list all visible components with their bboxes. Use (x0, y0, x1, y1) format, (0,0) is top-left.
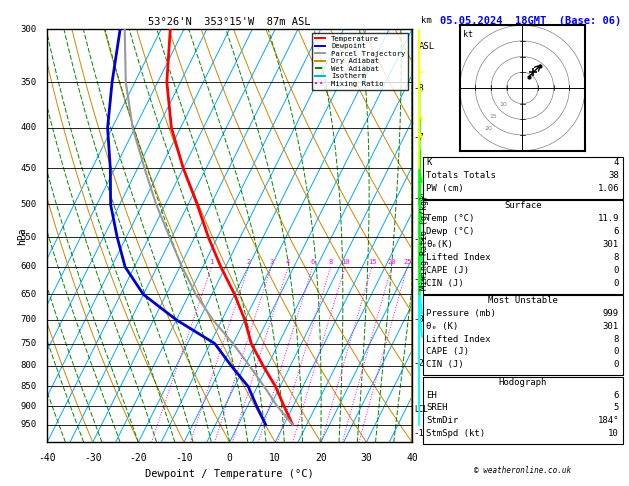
Text: 650: 650 (20, 290, 36, 299)
Text: -2: -2 (414, 359, 425, 368)
Text: 301: 301 (603, 322, 619, 331)
Text: Pressure (mb): Pressure (mb) (426, 309, 496, 318)
Text: -3: -3 (414, 315, 425, 324)
Text: θₑ (K): θₑ (K) (426, 322, 459, 331)
Text: 0: 0 (613, 278, 619, 288)
Text: LCL: LCL (414, 405, 428, 415)
Text: -30: -30 (84, 452, 102, 463)
Text: 3: 3 (269, 259, 274, 265)
Text: 15: 15 (490, 114, 498, 119)
Text: 20: 20 (387, 259, 396, 265)
Text: 1: 1 (209, 259, 214, 265)
Text: θₑ(K): θₑ(K) (426, 240, 454, 249)
Text: 8: 8 (328, 259, 333, 265)
Text: 25: 25 (403, 259, 411, 265)
Text: 6: 6 (613, 227, 619, 236)
Text: 450: 450 (20, 164, 36, 173)
Text: K: K (426, 158, 432, 168)
Text: StmDir: StmDir (426, 416, 459, 425)
Text: 4: 4 (286, 259, 290, 265)
Text: 301: 301 (603, 240, 619, 249)
Text: 05.05.2024  18GMT  (Base: 06): 05.05.2024 18GMT (Base: 06) (440, 16, 621, 26)
Text: 0: 0 (613, 347, 619, 357)
Text: SREH: SREH (426, 403, 448, 413)
Text: 500: 500 (20, 200, 36, 209)
Text: 184°: 184° (598, 416, 619, 425)
Text: 700: 700 (20, 315, 36, 324)
Text: © weatheronline.co.uk: © weatheronline.co.uk (474, 466, 571, 475)
Text: -40: -40 (38, 452, 56, 463)
Text: -6: -6 (414, 194, 425, 204)
Text: -7: -7 (414, 133, 425, 142)
Text: Lifted Index: Lifted Index (426, 335, 491, 344)
Text: 2: 2 (247, 259, 250, 265)
Text: 300: 300 (20, 25, 36, 34)
Text: Surface: Surface (504, 201, 542, 210)
Text: 4: 4 (613, 158, 619, 168)
Text: 1.06: 1.06 (598, 184, 619, 193)
Text: kt: kt (464, 30, 474, 39)
Text: hPa: hPa (16, 227, 26, 244)
Text: 0: 0 (226, 452, 233, 463)
Text: km: km (421, 16, 432, 25)
Text: Dewpoint / Temperature (°C): Dewpoint / Temperature (°C) (145, 469, 314, 479)
Text: 5: 5 (613, 403, 619, 413)
Legend: Temperature, Dewpoint, Parcel Trajectory, Dry Adiabat, Wet Adiabat, Isotherm, Mi: Temperature, Dewpoint, Parcel Trajectory… (311, 33, 408, 89)
Text: -10: -10 (175, 452, 193, 463)
Text: 8: 8 (613, 335, 619, 344)
Text: CIN (J): CIN (J) (426, 361, 464, 369)
Text: ASL: ASL (418, 42, 435, 51)
Text: Totals Totals: Totals Totals (426, 171, 496, 180)
Text: Mixing Ratio (g/kg): Mixing Ratio (g/kg) (420, 195, 429, 291)
Text: 400: 400 (20, 123, 36, 132)
Text: 999: 999 (603, 309, 619, 318)
Text: Most Unstable: Most Unstable (487, 296, 558, 305)
Text: 20: 20 (484, 126, 492, 131)
Text: Temp (°C): Temp (°C) (426, 214, 475, 224)
Text: 600: 600 (20, 262, 36, 272)
Text: 10: 10 (269, 452, 281, 463)
Text: 950: 950 (20, 420, 36, 429)
Text: 350: 350 (20, 78, 36, 87)
Text: 20: 20 (315, 452, 326, 463)
Text: Hodograph: Hodograph (499, 378, 547, 387)
Text: Dewp (°C): Dewp (°C) (426, 227, 475, 236)
Text: 10: 10 (499, 102, 507, 106)
Text: CAPE (J): CAPE (J) (426, 266, 469, 275)
Text: 10: 10 (608, 429, 619, 438)
Text: 900: 900 (20, 401, 36, 411)
Text: 6: 6 (311, 259, 314, 265)
Text: EH: EH (426, 391, 437, 399)
Text: CIN (J): CIN (J) (426, 278, 464, 288)
Text: 40: 40 (406, 452, 418, 463)
Text: 11.9: 11.9 (598, 214, 619, 224)
Text: 15: 15 (368, 259, 376, 265)
Text: 0: 0 (613, 266, 619, 275)
Text: 38: 38 (608, 171, 619, 180)
Text: -4: -4 (414, 275, 425, 284)
Text: 750: 750 (20, 339, 36, 348)
Text: 850: 850 (20, 382, 36, 391)
Text: 550: 550 (20, 233, 36, 242)
Text: 10: 10 (341, 259, 349, 265)
Text: StmSpd (kt): StmSpd (kt) (426, 429, 486, 438)
Text: 30: 30 (360, 452, 372, 463)
Text: -8: -8 (414, 85, 425, 93)
Text: 8: 8 (613, 253, 619, 262)
Text: -1: -1 (414, 430, 425, 438)
Text: -5: -5 (414, 235, 425, 244)
Text: PW (cm): PW (cm) (426, 184, 464, 193)
Text: 6: 6 (613, 391, 619, 399)
Text: 800: 800 (20, 361, 36, 370)
Title: 53°26'N  353°15'W  87m ASL: 53°26'N 353°15'W 87m ASL (148, 17, 311, 27)
Text: CAPE (J): CAPE (J) (426, 347, 469, 357)
Text: Lifted Index: Lifted Index (426, 253, 491, 262)
Text: -20: -20 (130, 452, 147, 463)
Text: 0: 0 (613, 361, 619, 369)
